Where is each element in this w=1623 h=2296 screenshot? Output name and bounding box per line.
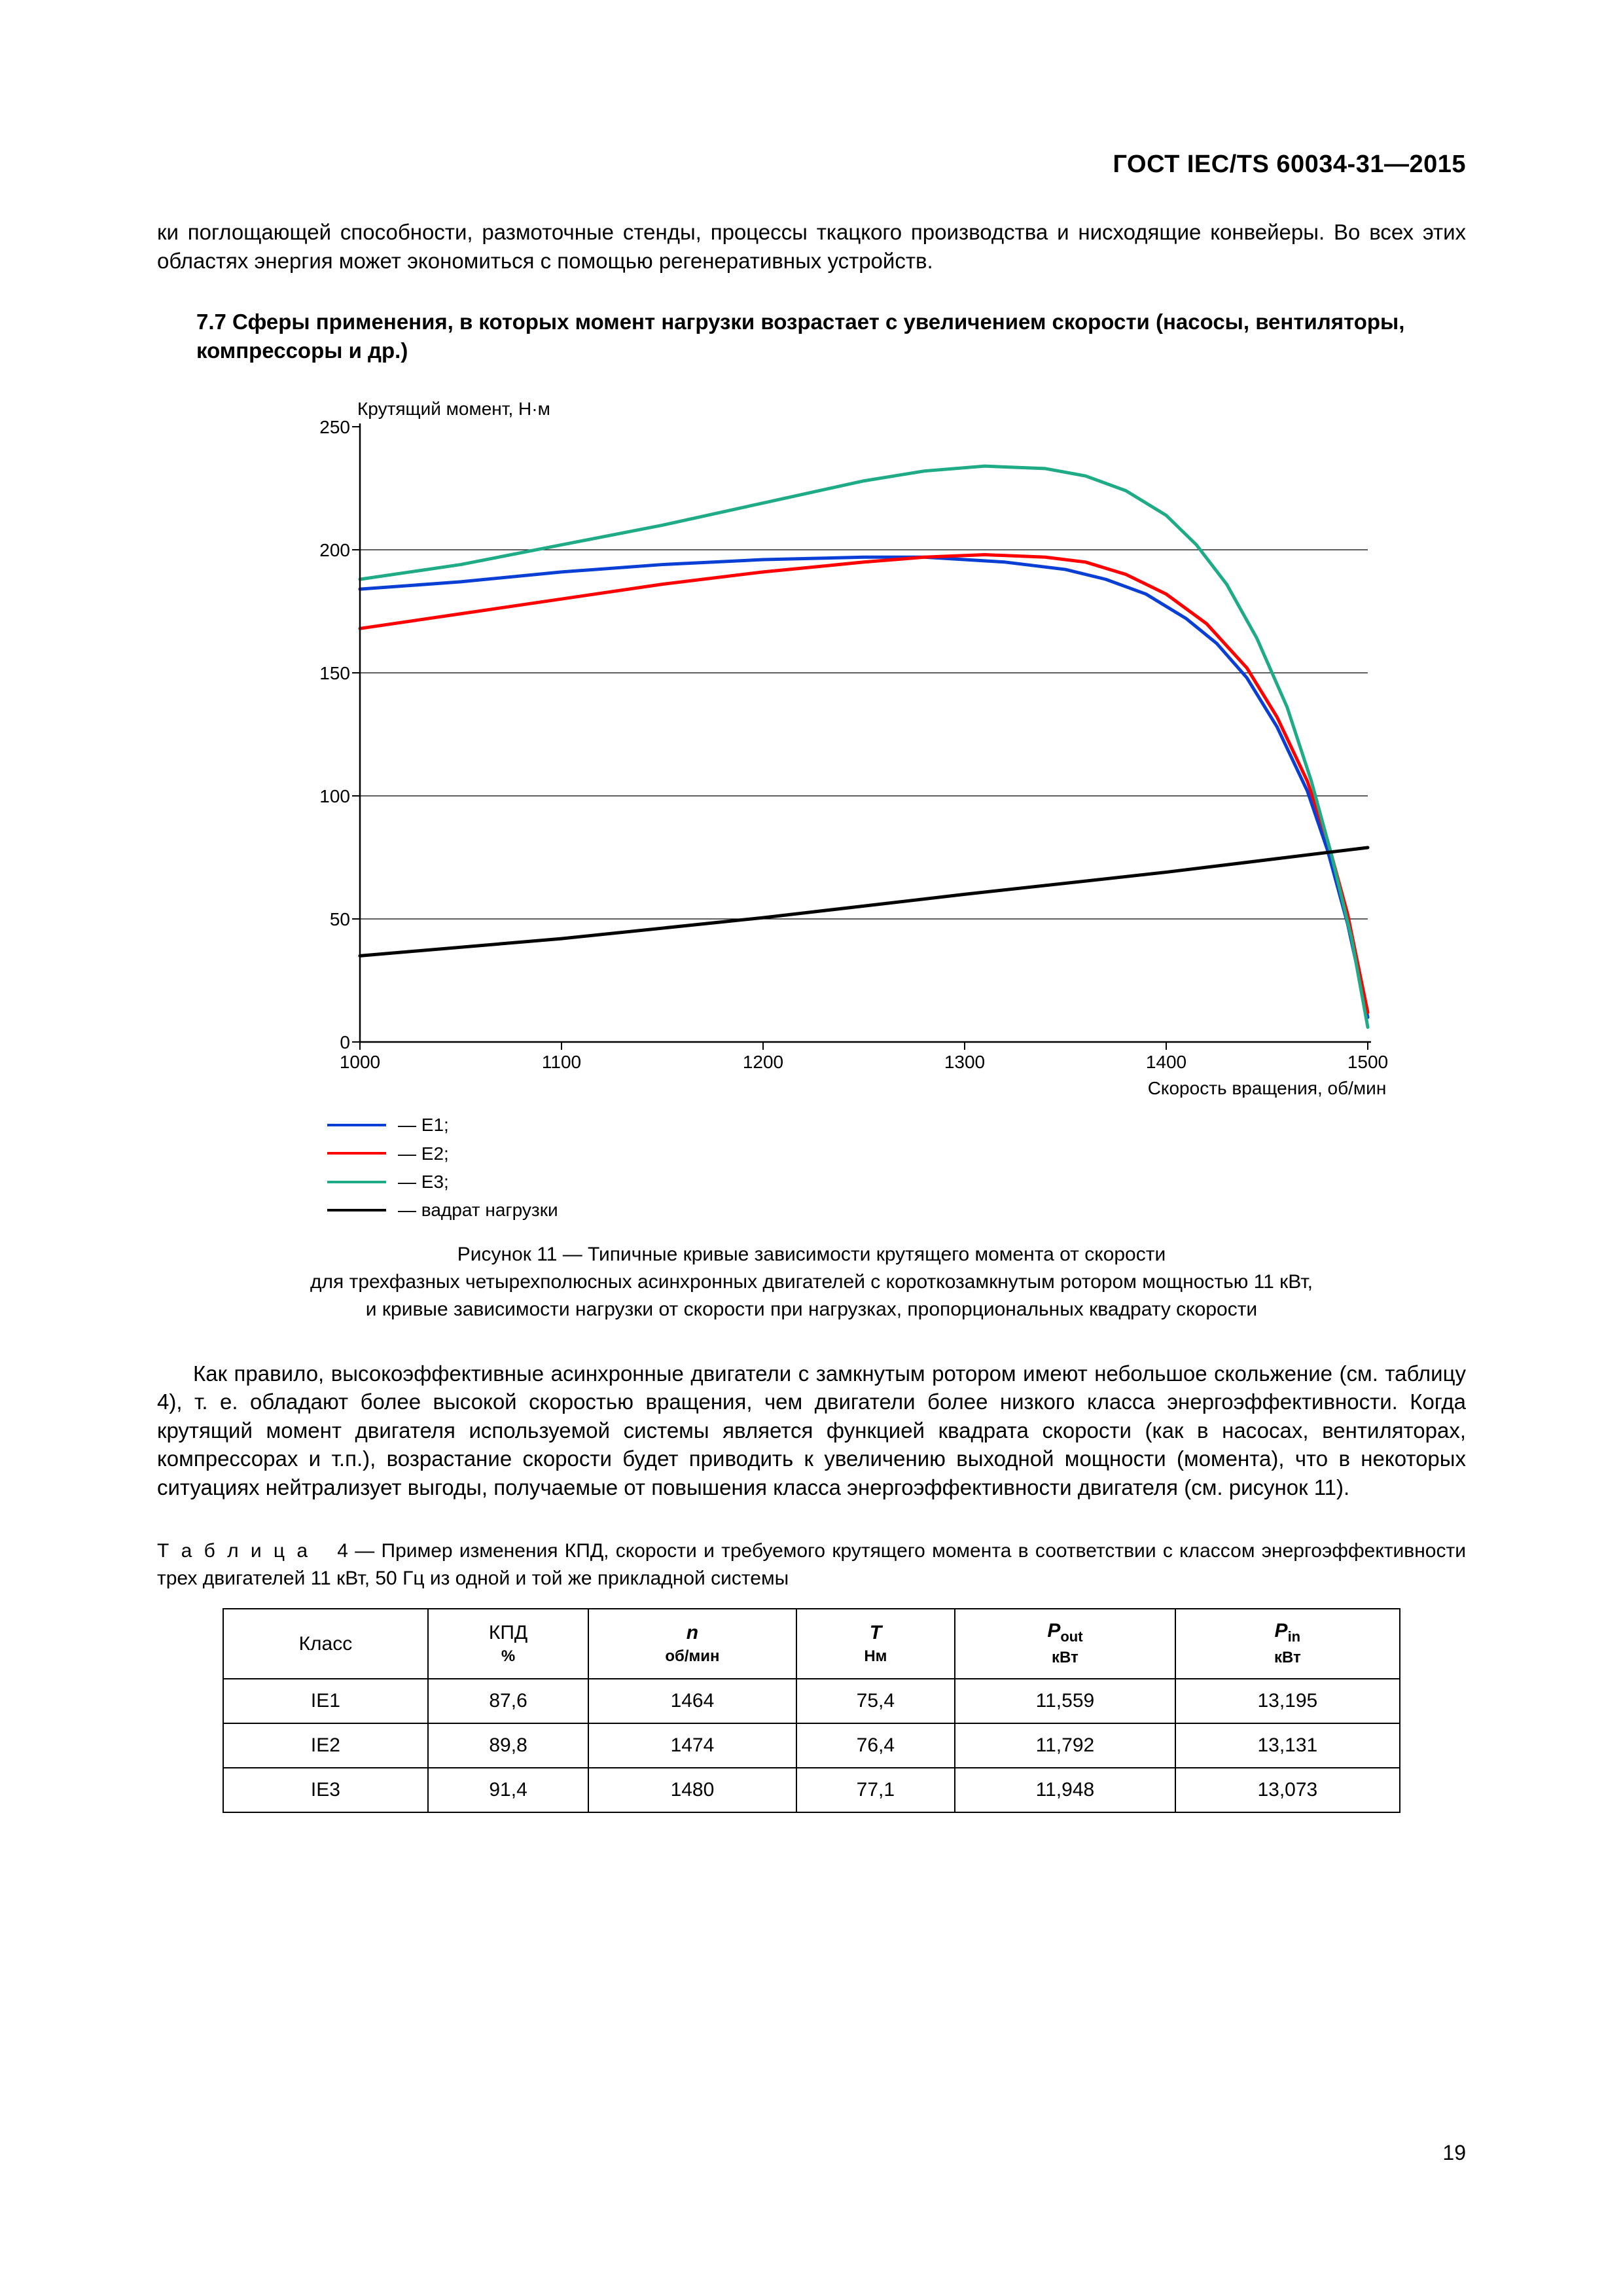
svg-text:100: 100 <box>319 786 350 806</box>
section-title: Сферы применения, в которых момент нагру… <box>196 310 1404 363</box>
table-caption-rest: — Пример изменения КПД, скорости и требу… <box>157 1540 1466 1588</box>
page-number: 19 <box>1442 2141 1466 2165</box>
table-row: IE391,4148077,111,94813,073 <box>223 1768 1400 1812</box>
table-header-0: Класс <box>223 1609 428 1679</box>
table-4-caption: Т а б л и ц а 4 — Пример изменения КПД, … <box>157 1537 1466 1592</box>
svg-text:1400: 1400 <box>1146 1052 1186 1072</box>
table-cell-0-4: 11,559 <box>955 1679 1175 1723</box>
table-cell-2-3: 77,1 <box>796 1768 955 1812</box>
table-cell-1-0: IE2 <box>223 1723 428 1768</box>
legend-swatch-E1 <box>327 1124 386 1126</box>
chart-legend: — E1;— E2;— E3;— вадрат нагрузки <box>327 1111 1466 1225</box>
legend-row-E2: — E2; <box>327 1139 1466 1168</box>
svg-text:1300: 1300 <box>944 1052 985 1072</box>
table-cell-2-2: 1480 <box>588 1768 796 1812</box>
legend-label-E3: — E3; <box>398 1168 449 1196</box>
svg-text:200: 200 <box>319 540 350 560</box>
table-row: IE187,6146475,411,55913,195 <box>223 1679 1400 1723</box>
series-load <box>360 848 1368 956</box>
table-cell-0-5: 13,195 <box>1175 1679 1400 1723</box>
table-cell-0-0: IE1 <box>223 1679 428 1723</box>
table-caption-word: Т а б л и ц а <box>157 1540 310 1562</box>
body-paragraph: Как правило, высокоэффективные асинхронн… <box>157 1359 1466 1502</box>
table-cell-1-4: 11,792 <box>955 1723 1175 1768</box>
table-cell-2-4: 11,948 <box>955 1768 1175 1812</box>
svg-text:1200: 1200 <box>743 1052 783 1072</box>
table-cell-0-2: 1464 <box>588 1679 796 1723</box>
table-header-2: nоб/мин <box>588 1609 796 1679</box>
table-4: КлассКПД%nоб/минTНмPoutкВтPinкВтIE187,61… <box>223 1608 1400 1813</box>
legend-row-E1: — E1; <box>327 1111 1466 1139</box>
table-header-4: PoutкВт <box>955 1609 1175 1679</box>
legend-row-load: — вадрат нагрузки <box>327 1196 1466 1224</box>
figure-caption-line-2: для трехфазных четырехполюсных асинхронн… <box>157 1268 1466 1296</box>
table-cell-1-5: 13,131 <box>1175 1723 1400 1768</box>
legend-label-E1: — E1; <box>398 1111 449 1139</box>
svg-text:1500: 1500 <box>1347 1052 1388 1072</box>
section-heading: 7.7 Сферы применения, в которых момент н… <box>196 308 1466 365</box>
series-E1 <box>360 557 1368 1017</box>
svg-text:50: 50 <box>330 909 350 929</box>
figure-caption-line-3: и кривые зависимости нагрузки от скорост… <box>157 1296 1466 1323</box>
legend-label-load: — вадрат нагрузки <box>398 1196 558 1224</box>
svg-text:250: 250 <box>319 417 350 437</box>
svg-text:1100: 1100 <box>542 1052 581 1072</box>
torque-speed-chart-svg: Крутящий момент, Н·м 0 50 100 150 200 250 1000 1… <box>288 391 1400 1098</box>
table-cell-2-5: 13,073 <box>1175 1768 1400 1812</box>
figure-caption-line-1: Рисунок 11 — Типичные кривые зависимости… <box>157 1241 1466 1268</box>
table-cell-2-1: 91,4 <box>428 1768 588 1812</box>
section-number: 7.7 <box>196 310 226 334</box>
legend-swatch-E3 <box>327 1181 386 1183</box>
table-header-1: КПД% <box>428 1609 588 1679</box>
doc-code-header: ГОСТ IEC/TS 60034-31—2015 <box>157 151 1466 179</box>
legend-swatch-E2 <box>327 1152 386 1155</box>
svg-text:1000: 1000 <box>340 1052 380 1072</box>
table-header-5: PinкВт <box>1175 1609 1400 1679</box>
table-cell-2-0: IE3 <box>223 1768 428 1812</box>
svg-text:150: 150 <box>319 663 350 683</box>
table-caption-number: 4 <box>337 1540 348 1562</box>
chart-ylabel: Крутящий момент, Н·м <box>357 399 550 419</box>
table-cell-0-1: 87,6 <box>428 1679 588 1723</box>
table-cell-0-3: 75,4 <box>796 1679 955 1723</box>
legend-row-E3: — E3; <box>327 1168 1466 1196</box>
legend-label-E2: — E2; <box>398 1139 449 1168</box>
chart-xlabel: Скорость вращения, об/мин <box>1148 1078 1387 1098</box>
legend-swatch-load <box>327 1209 386 1211</box>
table-cell-1-2: 1474 <box>588 1723 796 1768</box>
lead-paragraph: ки поглощающей способности, размоточные … <box>157 218 1466 275</box>
table-row: IE289,8147476,411,79213,131 <box>223 1723 1400 1768</box>
table-cell-1-1: 89,8 <box>428 1723 588 1768</box>
figure-11-chart: Крутящий момент, Н·м 0 50 100 150 200 250 1000 1… <box>288 391 1466 1098</box>
table-header-3: TНм <box>796 1609 955 1679</box>
figure-caption: Рисунок 11 — Типичные кривые зависимости… <box>157 1241 1466 1323</box>
table-cell-1-3: 76,4 <box>796 1723 955 1768</box>
svg-text:0: 0 <box>340 1032 350 1052</box>
